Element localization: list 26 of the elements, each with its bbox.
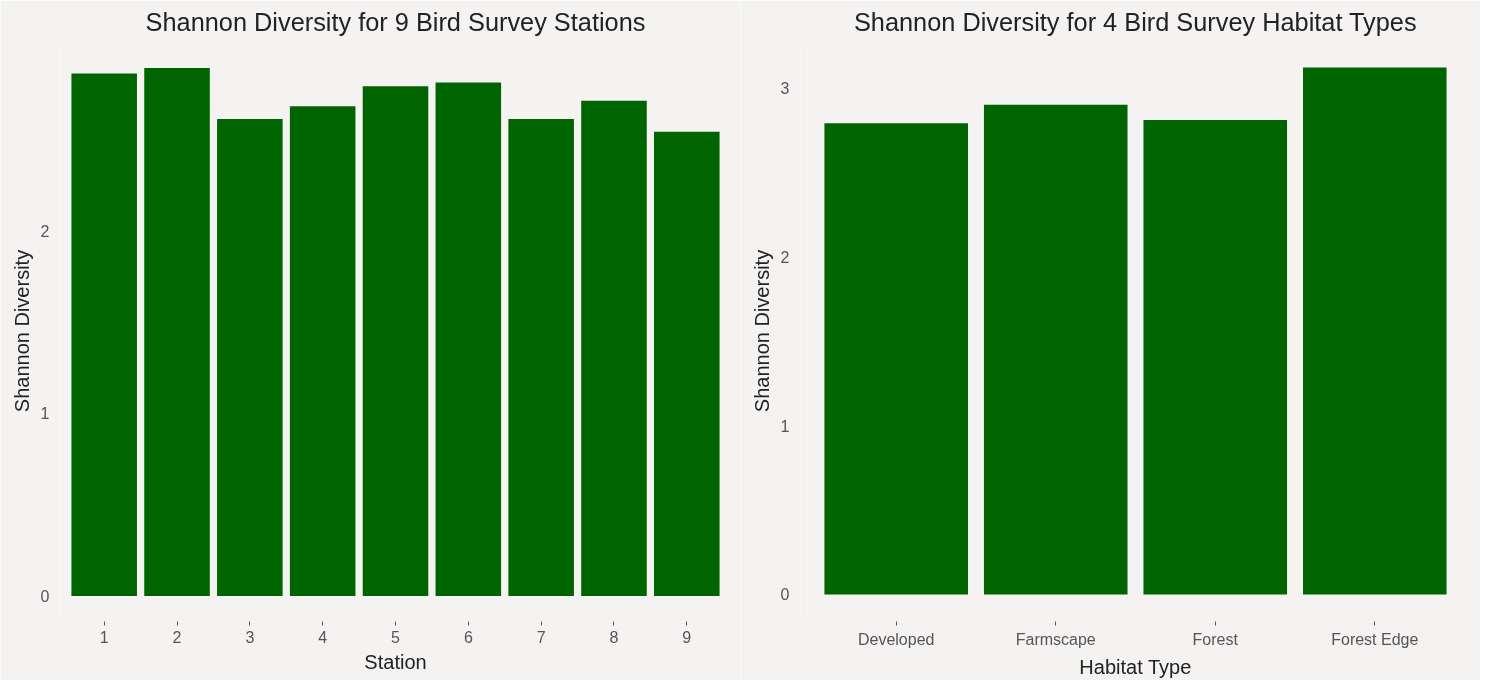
y-tick-label: 2 — [40, 222, 50, 240]
y-tick-label: 1 — [40, 405, 50, 423]
x-tick-label: Developed — [857, 630, 935, 648]
x-tick-label: 9 — [682, 628, 692, 646]
y-tick-label: 0 — [780, 586, 790, 604]
y-tick-label: 2 — [780, 248, 790, 266]
y-tick-label: 3 — [780, 79, 790, 97]
y-tick-label: 0 — [40, 587, 50, 605]
x-tick-label: Forest — [1192, 630, 1239, 648]
x-axis-title: Station — [364, 650, 427, 673]
x-tick-label: 4 — [318, 628, 328, 646]
x-tick-label: 1 — [99, 628, 109, 646]
x-tick-label: 2 — [172, 628, 182, 646]
y-axis-title: Shannon Diversity — [10, 249, 33, 413]
x-tick-label: 7 — [536, 628, 546, 646]
x-axis-title: Habitat Type — [1079, 655, 1192, 678]
x-tick-label: 8 — [609, 628, 619, 646]
chart-title: Shannon Diversity for 4 Bird Survey Habitat Types — [853, 7, 1417, 36]
x-tick-label: Farmscape — [1015, 630, 1096, 648]
y-axis-title: Shannon Diversity — [750, 249, 773, 413]
chart-title: Shannon Diversity for 9 Bird Survey Stations — [145, 7, 646, 36]
x-tick-label: Forest Edge — [1331, 630, 1419, 648]
x-tick-label: 5 — [391, 628, 401, 646]
x-tick-label: 3 — [245, 628, 255, 646]
x-tick-label: 6 — [463, 628, 473, 646]
y-tick-label: 1 — [780, 417, 790, 435]
